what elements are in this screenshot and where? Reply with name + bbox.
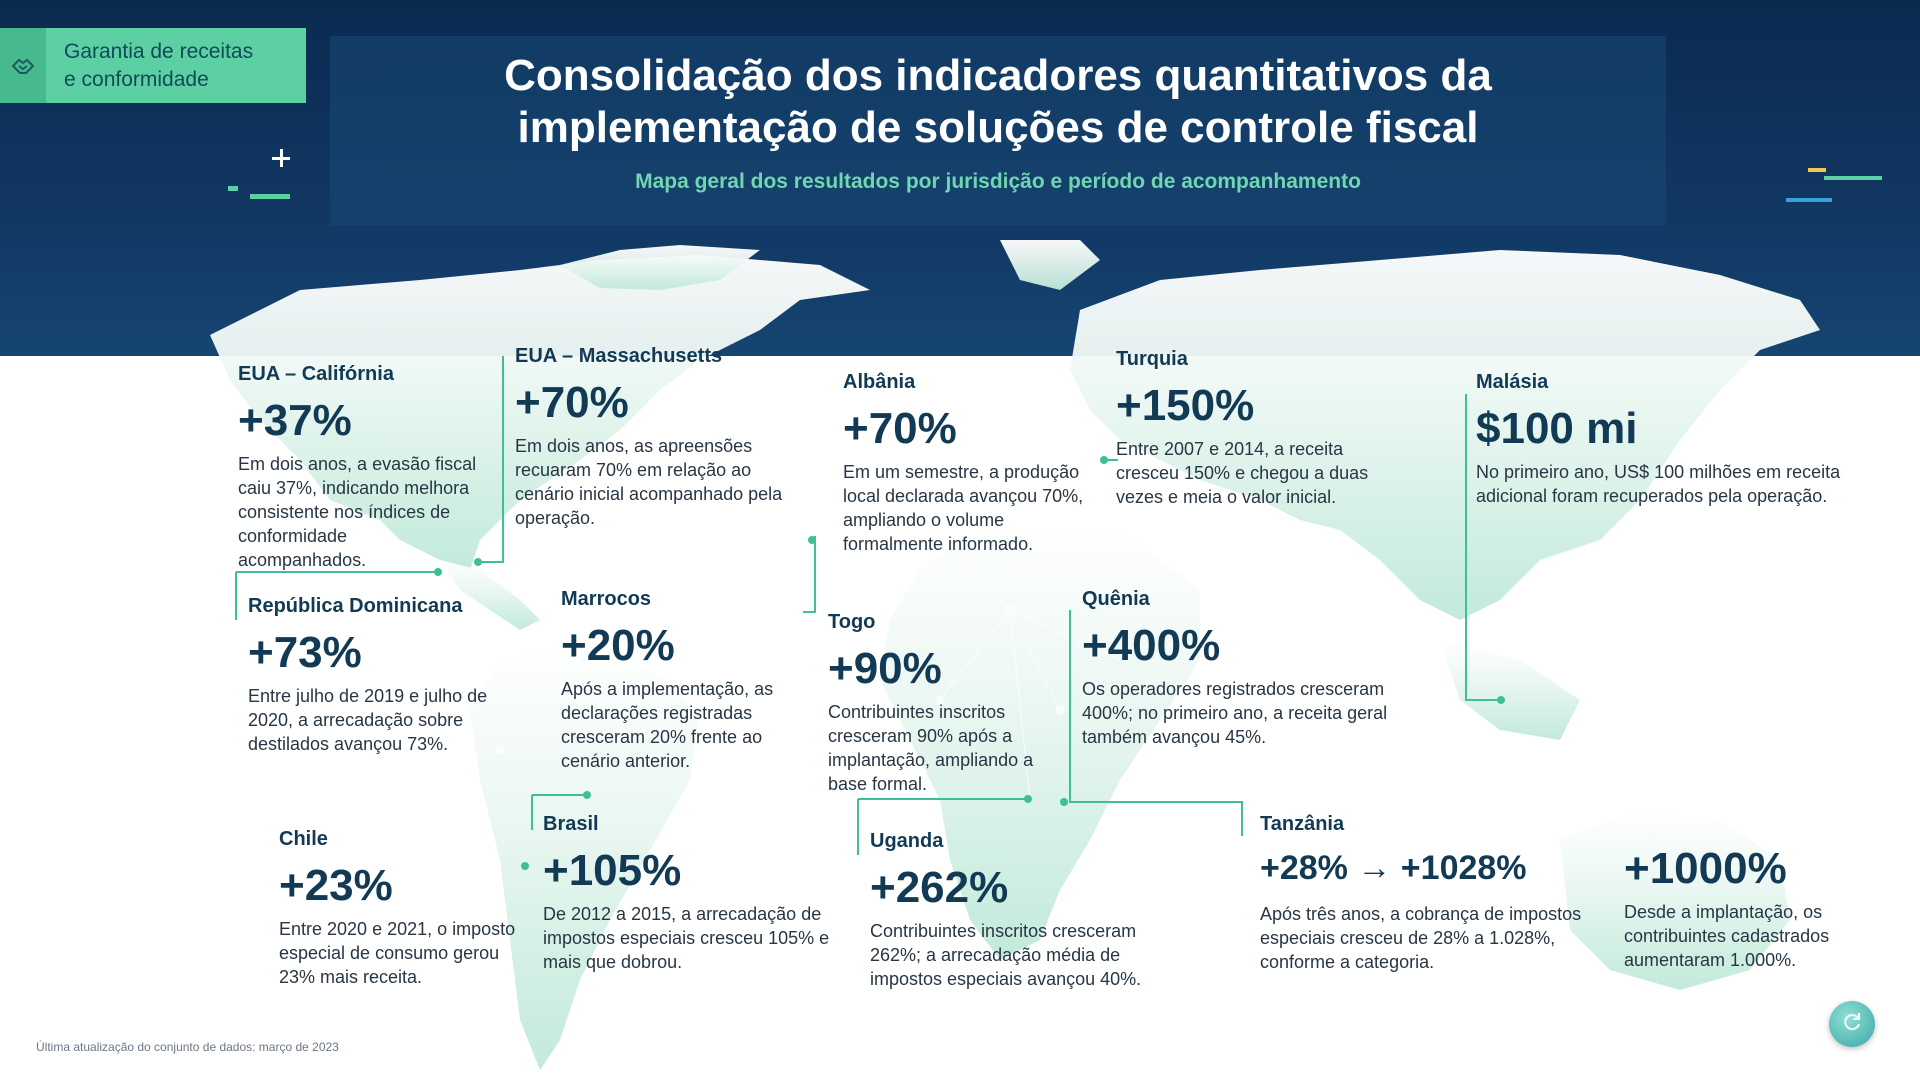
region-value: +400% [1082, 621, 1221, 670]
region-description: Em dois anos, as apreensões recuaram 70%… [515, 436, 783, 528]
title-line-2: implementação de soluções de controle fi… [517, 103, 1479, 152]
region-description: Contribuintes inscritos cresceram 90% ap… [828, 702, 1034, 794]
badge-line-2: e conformidade [64, 67, 209, 91]
region-value: +1000% [1624, 844, 1787, 893]
refresh-button[interactable] [1829, 1001, 1875, 1047]
region-eua-massachusetts: EUA – Massachusetts +70% Em dois anos, a… [515, 344, 815, 530]
region-description: Entre 2007 e 2014, a receita cresceu 150… [1116, 439, 1369, 507]
region-description: No primeiro ano, US$ 100 milhões em rece… [1476, 462, 1841, 506]
region-description: Em um semestre, a produção local declara… [843, 462, 1084, 554]
region-value: +20% [561, 621, 675, 670]
region-description: Desde a implantação, os contribuintes ca… [1624, 902, 1830, 970]
region-eua-california: EUA – Califórnia +37% Em dois anos, a ev… [238, 362, 478, 572]
region-value: +73% [248, 628, 362, 677]
region-value: +70% [515, 378, 629, 427]
region-value: +90% [828, 644, 942, 693]
category-badge: Garantia de receitas e conformidade [0, 28, 306, 103]
decor-plus-v [280, 149, 283, 167]
region-value: +150% [1116, 381, 1255, 430]
region-name: Turquia [1116, 348, 1188, 370]
refresh-icon [1840, 1010, 1864, 1039]
region-name: Chile [279, 828, 328, 850]
region-marrocos: Marrocos +20% Após a implementação, as d… [561, 587, 811, 773]
region-description: Em dois anos, a evasão fiscal caiu 37%, … [238, 454, 477, 570]
title-panel [330, 36, 1666, 226]
region-name: Marrocos [561, 588, 652, 610]
footer-note: Última atualização do conjunto de dados:… [36, 1040, 339, 1054]
world-map [210, 240, 1820, 1070]
decor-bar-right-2 [1786, 198, 1832, 202]
region-name: República Dominicana [248, 595, 463, 617]
region-value: $100 mi [1476, 404, 1638, 453]
region-value: +23% [279, 861, 393, 910]
handshake-icon [0, 28, 46, 103]
page-title: Consolidação dos indicadores quantitativ… [330, 50, 1666, 154]
decor-dash [228, 186, 238, 191]
region-value: +28% → +1028% [1260, 849, 1527, 887]
region-value: +105% [543, 846, 682, 895]
region-tanzania: Tanzânia +28% → +1028% Após três anos, a… [1260, 812, 1600, 974]
region-name: Tanzânia [1260, 813, 1345, 835]
region-name: Uganda [870, 830, 944, 852]
region-brasil: Brasil +105% De 2012 a 2015, a arrecadaç… [543, 812, 833, 974]
title-line-1: Consolidação dos indicadores quantitativ… [504, 51, 1492, 100]
region-value: +262% [870, 863, 1009, 912]
region-malasia: Malásia $100 mi No primeiro ano, US$ 100… [1476, 370, 1856, 508]
region-togo: Togo +90% Contribuintes inscritos cresce… [828, 610, 1068, 796]
region-name: Brasil [543, 813, 599, 835]
region-name: EUA – Califórnia [238, 363, 394, 385]
region-albania: Albânia +70% Em um semestre, a produção … [843, 370, 1093, 556]
region-name: Malásia [1476, 371, 1549, 393]
region-turquia: Turquia +150% Entre 2007 e 2014, a recei… [1116, 347, 1406, 509]
decor-bar [250, 194, 290, 199]
region-name: Albânia [843, 371, 916, 393]
region-name: Quênia [1082, 588, 1150, 610]
region-description: De 2012 a 2015, a arrecadação de imposto… [543, 904, 830, 972]
region-description: Entre julho de 2019 e julho de 2020, a a… [248, 686, 488, 754]
region-value: +70% [843, 404, 957, 453]
region-description: Os operadores registrados cresceram 400%… [1082, 679, 1388, 747]
region-description: Após a implementação, as declarações reg… [561, 679, 774, 771]
decor-bar-right-1 [1824, 176, 1882, 180]
region-uganda: Uganda +262% Contribuintes inscritos cre… [870, 829, 1180, 991]
page-subtitle: Mapa geral dos resultados por jurisdição… [635, 170, 1361, 193]
region-value: +37% [238, 396, 352, 445]
region-description: Contribuintes inscritos cresceram 262%; … [870, 921, 1142, 989]
region-description: Entre 2020 e 2021, o imposto especial de… [279, 919, 516, 987]
region-unnamed: +1000% Desde a implantação, os contribui… [1624, 844, 1864, 972]
region-republica-dominicana: República Dominicana +73% Entre julho de… [248, 594, 528, 756]
region-chile: Chile +23% Entre 2020 e 2021, o imposto … [279, 827, 519, 989]
region-quenia: Quênia +400% Os operadores registrados c… [1082, 587, 1422, 749]
region-name: EUA – Massachusetts [515, 345, 723, 367]
region-name: Togo [828, 611, 876, 633]
decor-dash-right [1808, 168, 1826, 172]
badge-line-1: Garantia de receitas [64, 39, 254, 63]
region-description: Após três anos, a cobrança de impostos e… [1260, 904, 1582, 972]
